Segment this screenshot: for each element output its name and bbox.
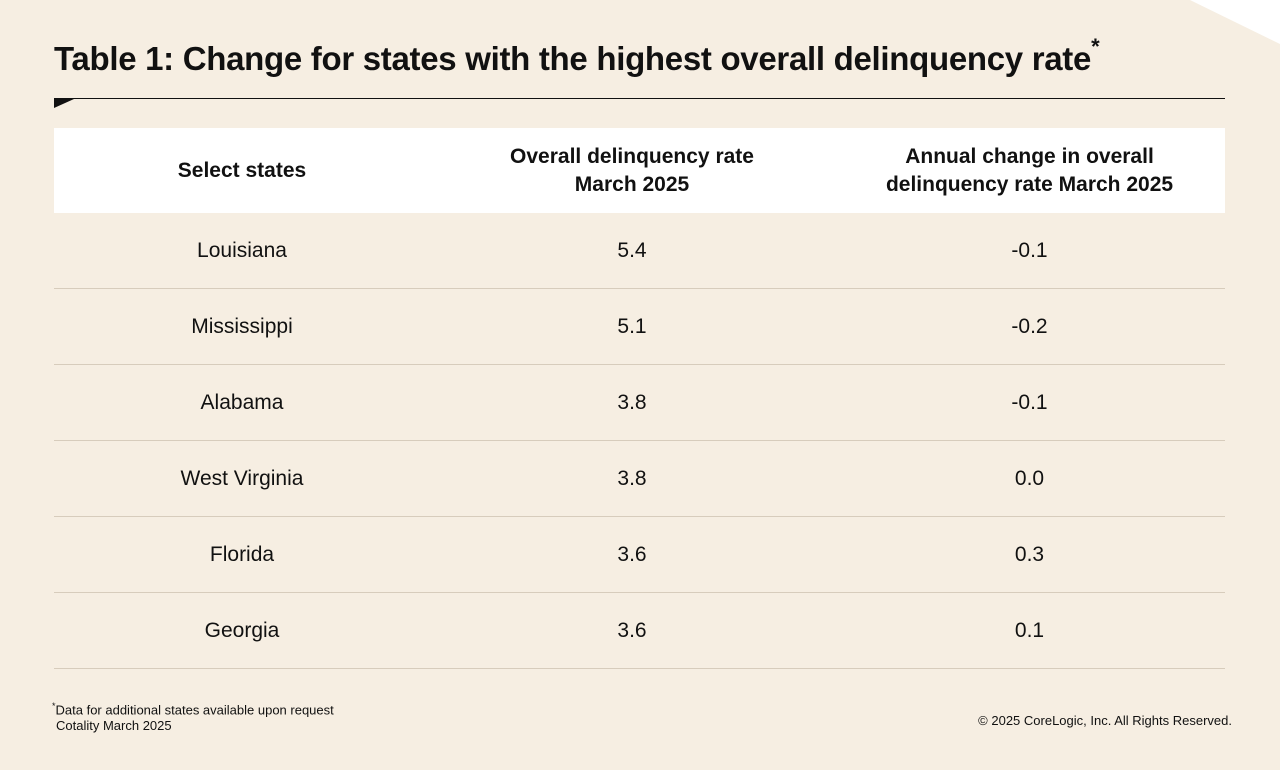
- title-footnote-marker: *: [1091, 34, 1100, 59]
- change-cell: 0.1: [1014, 618, 1045, 642]
- state-cell: Mississippi: [191, 314, 293, 338]
- rate-cell: 3.6: [617, 542, 647, 566]
- footnote-marker: *: [52, 701, 56, 711]
- copyright-notice: © 2025 CoreLogic, Inc. All Rights Reserv…: [978, 713, 1232, 728]
- state-cell: West Virginia: [180, 466, 304, 490]
- state-cell: Louisiana: [197, 238, 287, 262]
- change-cell: 0.3: [1014, 542, 1045, 566]
- table-row: Georgia 3.6 0.1: [54, 593, 1225, 669]
- table-row: West Virginia 3.8 0.0: [54, 441, 1225, 517]
- table-row: Louisiana 5.4 -0.1: [54, 213, 1225, 289]
- footnote-text: Data for additional states available upo…: [55, 702, 334, 718]
- page-corner-fold: [1190, 0, 1280, 44]
- rate-cell: 5.1: [617, 314, 647, 338]
- delinquency-table: Select states Overall delinquency rate M…: [54, 128, 1225, 669]
- rate-cell: 3.6: [617, 618, 647, 642]
- change-cell: -0.1: [1011, 238, 1048, 262]
- header-annual-change: Annual change in overall delinquency rat…: [885, 144, 1174, 196]
- rate-cell: 5.4: [617, 238, 647, 262]
- divider-notch: [54, 99, 74, 108]
- rate-cell: 3.8: [617, 390, 647, 414]
- footnote: *Data for additional states available up…: [52, 698, 334, 734]
- state-cell: Alabama: [200, 390, 284, 414]
- state-cell: Florida: [209, 542, 275, 566]
- change-cell: -0.1: [1011, 390, 1048, 414]
- title-text: Table 1: Change for states with the high…: [54, 40, 1092, 77]
- change-cell: 0.0: [1014, 466, 1045, 490]
- title-divider: [54, 98, 1225, 99]
- header-overall-rate: Overall delinquency rate March 2025: [510, 144, 754, 196]
- table-row: Alabama 3.8 -0.1: [54, 365, 1225, 441]
- header-select-states: Select states: [177, 158, 307, 182]
- table-row: Mississippi 5.1 -0.2: [54, 289, 1225, 365]
- source-note: Cotality March 2025: [56, 718, 172, 734]
- state-cell: Georgia: [204, 618, 280, 642]
- rate-cell: 3.8: [617, 466, 647, 490]
- change-cell: -0.2: [1011, 314, 1048, 338]
- page-title: Table 1: Change for states with the high…: [54, 34, 1100, 78]
- table-header: Select states Overall delinquency rate M…: [54, 128, 1225, 213]
- table-row: Florida 3.6 0.3: [54, 517, 1225, 593]
